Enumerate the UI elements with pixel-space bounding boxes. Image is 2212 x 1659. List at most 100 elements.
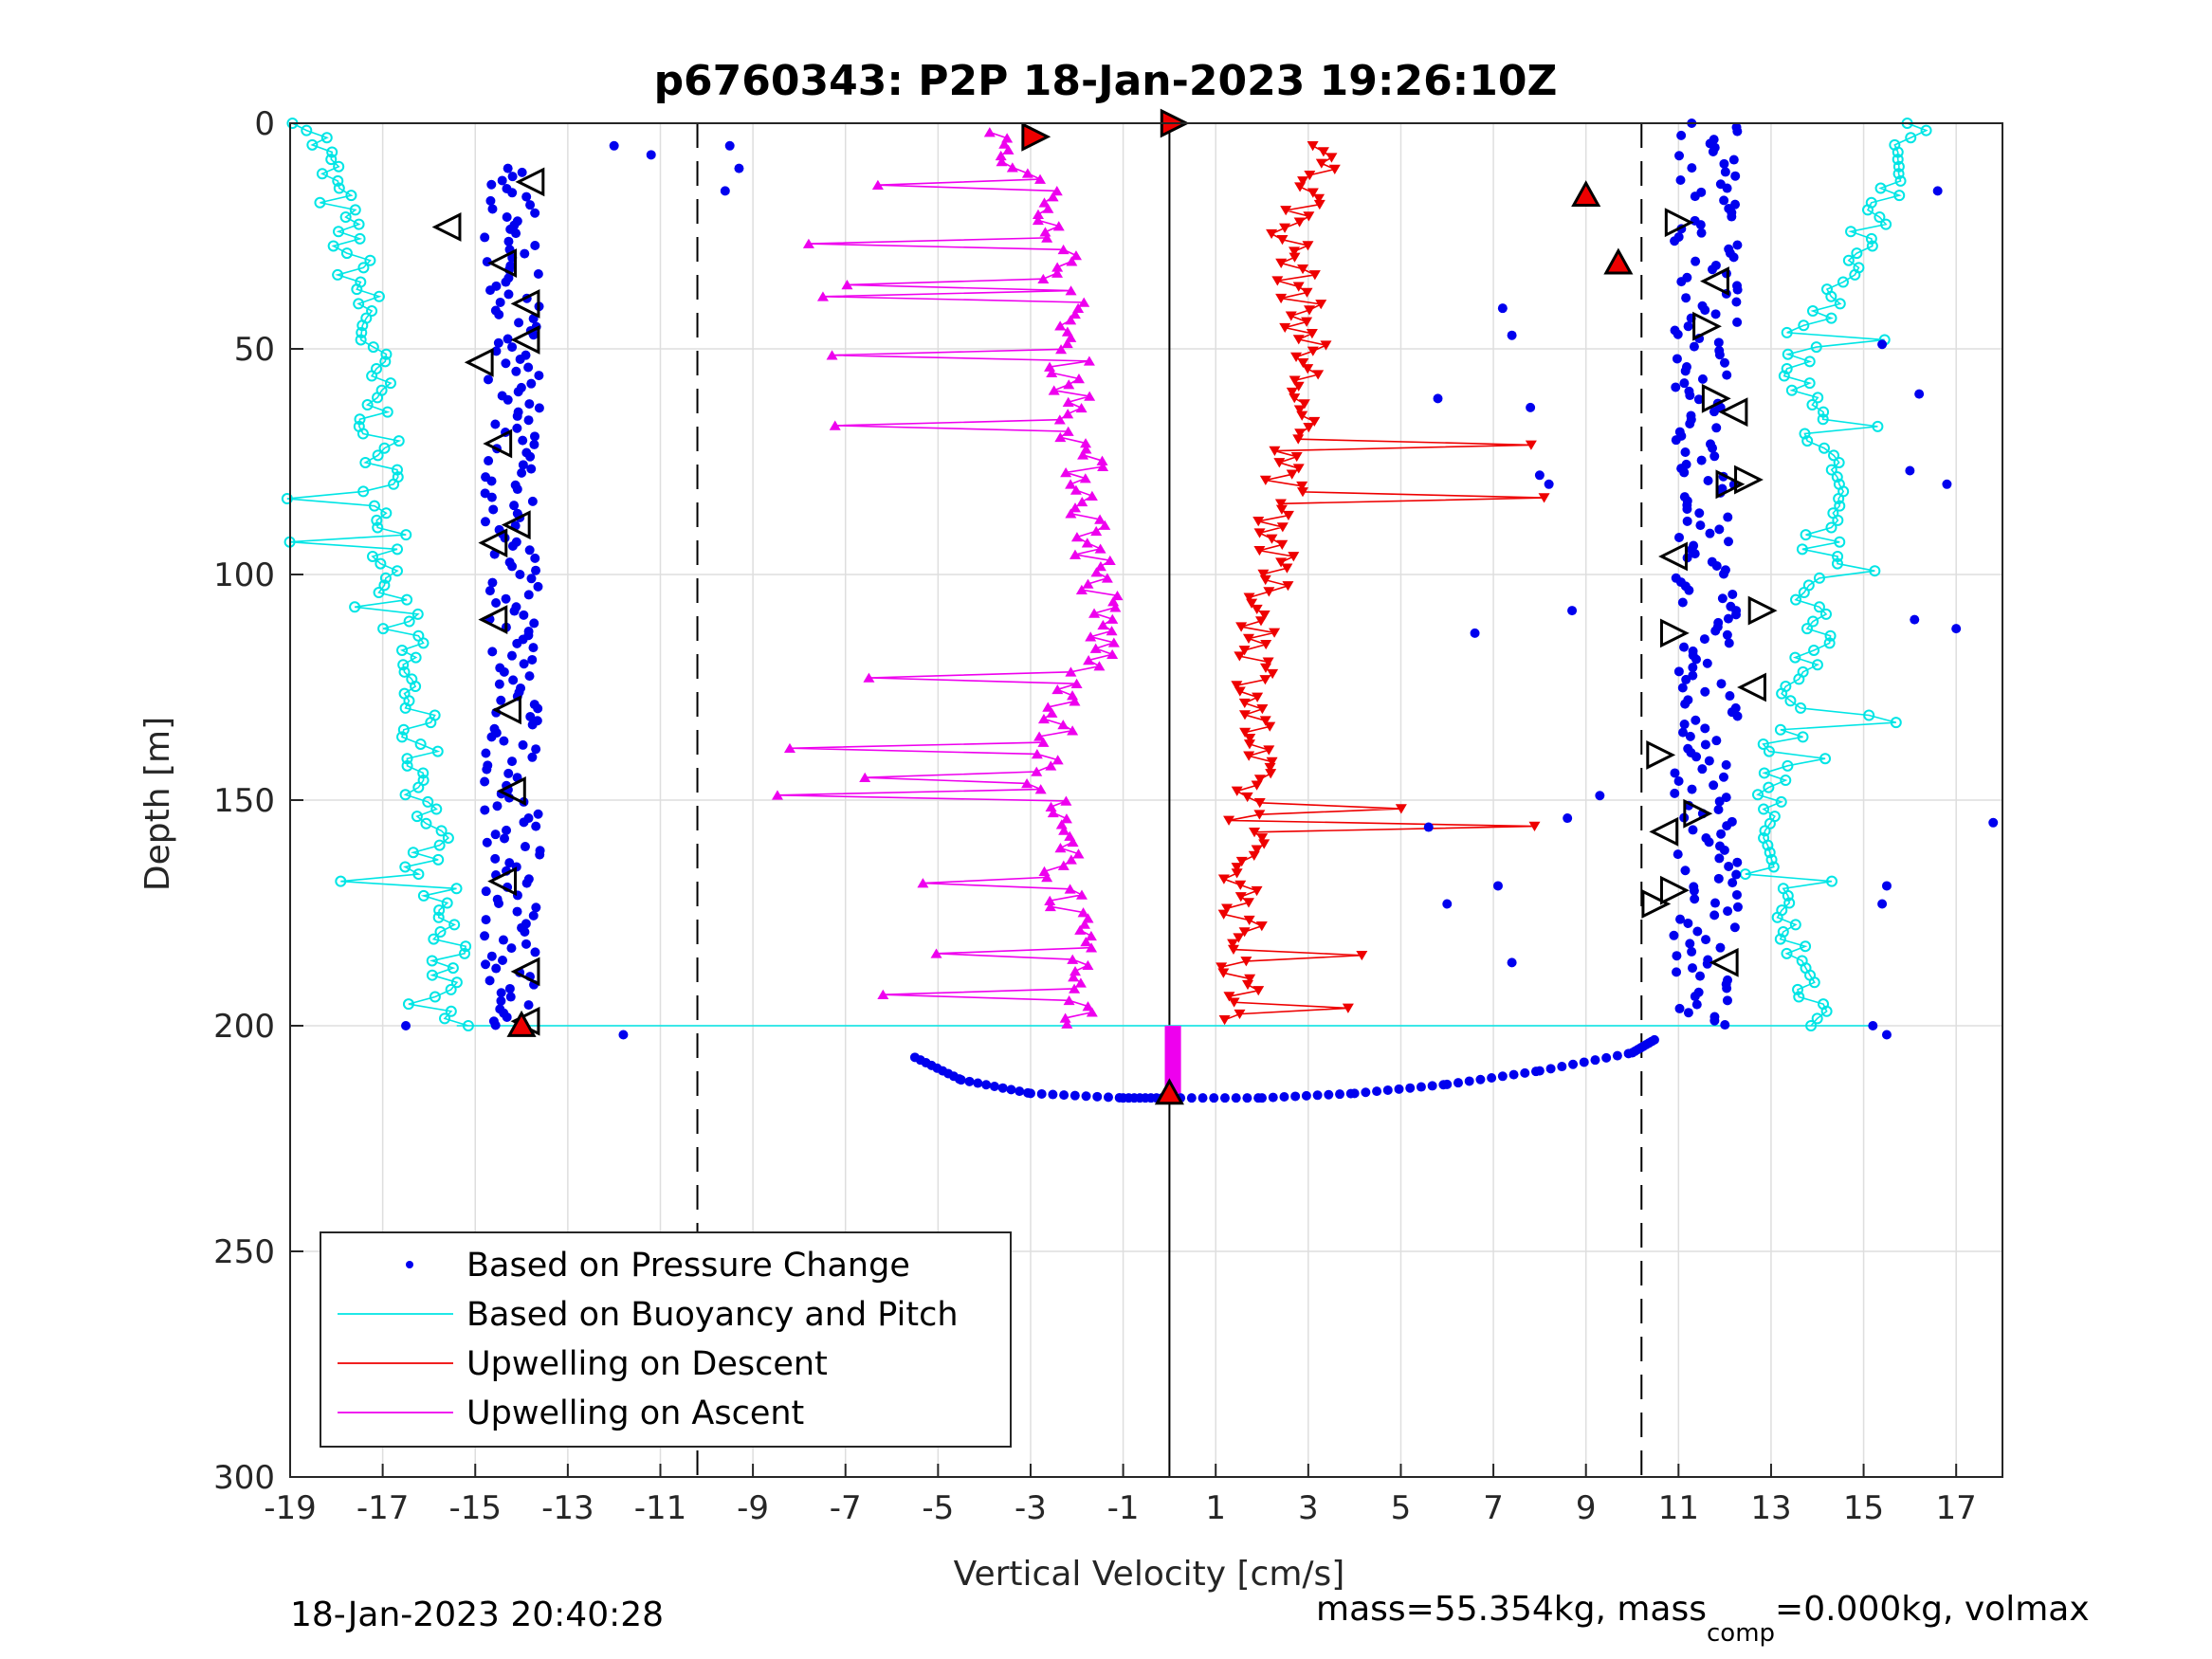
data-marks (281, 108, 1999, 1105)
descent-point (1238, 646, 1251, 656)
descent-point (1308, 416, 1321, 428)
pressure-change-point (1059, 1090, 1069, 1101)
pressure-change-point (530, 240, 540, 250)
pressure-change-point (1433, 393, 1443, 404)
highlight-marker (1603, 247, 1634, 275)
pressure-change-point (531, 744, 541, 755)
pressure-change-point (1713, 873, 1724, 884)
buoyancy-pitch-point (1894, 174, 1907, 187)
pressure-change-point (1025, 1088, 1035, 1099)
descent-point (1218, 1015, 1231, 1026)
ascent-point (1086, 490, 1098, 501)
ascent-point (1057, 244, 1069, 255)
pressure-change-point (1693, 394, 1704, 405)
pressure-change-point (1290, 1091, 1301, 1102)
ascent-point (1002, 144, 1015, 155)
buoyancy-pitch-point (1803, 356, 1816, 368)
pressure-change-point (502, 1012, 512, 1022)
ascent-bottom-bar (1164, 1026, 1181, 1094)
ascent-point (998, 138, 1011, 149)
descent-point (1307, 141, 1319, 152)
buoyancy-pitch-point (356, 326, 368, 338)
ascent-point (1094, 514, 1106, 524)
pressure-change-point (1728, 878, 1738, 888)
descent-point (1253, 810, 1266, 820)
pressure-change-point (498, 935, 508, 945)
descent-point (1303, 211, 1315, 222)
pressure-change-point (1710, 898, 1721, 908)
pressure-change-point (1722, 370, 1732, 380)
footer-mass-sub: comp (1707, 1619, 1775, 1648)
descent-point (1257, 569, 1270, 579)
ascent-point (1065, 666, 1077, 677)
buoyancy-pitch-point (1845, 226, 1857, 238)
ascent-point (841, 280, 853, 290)
buoyancy-pitch-point (1806, 305, 1819, 318)
pressure-change-point (513, 387, 523, 397)
buoyancy-pitch-point (460, 940, 472, 953)
buoyancy-pitch-point (1905, 132, 1917, 144)
pressure-change-point (1723, 906, 1733, 917)
ascent-point (1047, 191, 1059, 202)
buoyancy-pitch-point (353, 298, 365, 310)
descent-point (1538, 493, 1550, 503)
pressure-change-point (1714, 853, 1725, 864)
direction-marker (464, 347, 494, 377)
pressure-change-point (609, 140, 619, 151)
legend-label: Upwelling on Ascent (466, 1395, 804, 1432)
pressure-change-point (521, 191, 532, 202)
direction-marker (1683, 798, 1713, 829)
pressure-change-point (519, 610, 529, 620)
pressure-change-point (1427, 1081, 1437, 1091)
pressure-change-point (501, 277, 511, 287)
pressure-change-point (498, 955, 508, 965)
pressure-change-point (1690, 894, 1700, 904)
buoyancy-pitch-point (375, 557, 387, 570)
descent-point (1234, 880, 1247, 890)
pressure-change-point (1877, 339, 1888, 350)
ascent-point (1063, 379, 1075, 390)
tick-labels: -19 -17 -15 -13 -11 -9 -7 -5 -3 -1 1 3 5 7 9 11 13 15 1705… (213, 105, 1977, 1527)
pressure-change-point (486, 951, 497, 961)
pressure-change-point (1719, 569, 1729, 579)
buoyancy-pitch-point (1818, 406, 1830, 418)
legend: Based on Pressure Change Based on Buoyanc… (320, 1231, 1012, 1448)
buoyancy-pitch-point (1833, 493, 1845, 505)
y-tick-label: 150 (213, 782, 275, 820)
pressure-change-point (480, 232, 490, 243)
pressure-change-point (1725, 691, 1735, 702)
ascent-point (1031, 749, 1043, 759)
ascent-point (871, 179, 884, 191)
pressure-change-point (724, 140, 735, 151)
pressure-change-point (1691, 256, 1701, 266)
buoyancy-pitch-point (430, 803, 443, 815)
pressure-change-point (997, 1083, 1008, 1093)
buoyancy-pitch-point (1834, 298, 1846, 310)
buoyancy-pitch-point (349, 204, 361, 216)
pressure-change-point (507, 172, 518, 182)
pressure-change-point (1677, 683, 1688, 693)
buoyancy-pitch-point (417, 767, 430, 779)
pressure-change-point (503, 768, 514, 778)
ascent-point (1094, 543, 1106, 554)
ascent-point (1067, 725, 1079, 736)
pressure-change-point (1881, 1030, 1892, 1040)
pressure-change-point (500, 833, 510, 844)
pressure-change-point (487, 577, 498, 588)
direction-marker (1641, 889, 1672, 919)
descent-point (1328, 164, 1341, 174)
buoyancy-pitch-point (1759, 825, 1771, 837)
descent-point (1313, 193, 1325, 204)
descent-point (1302, 241, 1314, 251)
buoyancy-pitch-point (1771, 911, 1783, 923)
pressure-change-point (1728, 155, 1739, 165)
pressure-change-point (1681, 674, 1691, 684)
ascent-point (826, 350, 838, 360)
buoyancy-pitch-point (356, 319, 369, 332)
pressure-change-point (518, 460, 528, 470)
buoyancy-pitch-point (1793, 673, 1805, 685)
pressure-change-point (1678, 727, 1689, 738)
descent-point (1235, 856, 1248, 867)
ascent-point (1101, 573, 1113, 583)
descent-point (1243, 592, 1255, 603)
